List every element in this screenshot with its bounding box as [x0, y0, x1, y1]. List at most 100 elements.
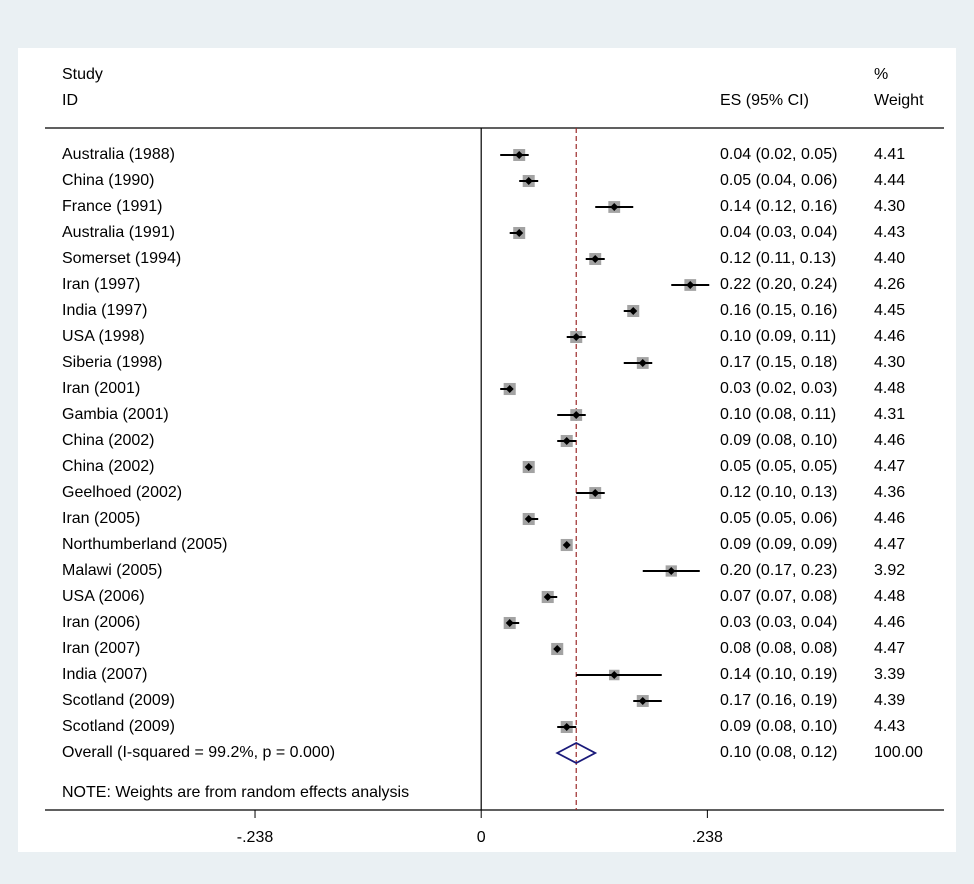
study-label: China (2002) [62, 432, 155, 449]
es-label: 0.03 (0.03, 0.04) [720, 614, 837, 631]
plot-panel [18, 48, 956, 852]
overall-label: Overall (I-squared = 99.2%, p = 0.000) [62, 744, 335, 761]
es-label: 0.08 (0.08, 0.08) [720, 640, 837, 657]
es-label: 0.05 (0.05, 0.05) [720, 458, 837, 475]
point-estimate [524, 463, 533, 471]
study-label: India (2007) [62, 666, 147, 683]
weight-label: 4.48 [874, 588, 905, 605]
weight-label: 4.47 [874, 536, 905, 553]
point-estimate [572, 411, 581, 419]
weight-label: 4.30 [874, 354, 905, 371]
es-label: 0.12 (0.11, 0.13) [720, 250, 836, 267]
weight-label: 4.44 [874, 172, 905, 189]
weight-label: 4.47 [874, 640, 905, 657]
es-label: 0.05 (0.04, 0.06) [720, 172, 837, 189]
point-estimate [562, 437, 571, 445]
study-label: USA (1998) [62, 328, 145, 345]
header-pct: % [874, 66, 888, 83]
weight-label: 4.30 [874, 198, 905, 215]
point-estimate [610, 203, 619, 211]
point-estimate [562, 723, 571, 731]
es-label: 0.20 (0.17, 0.23) [720, 562, 837, 579]
point-estimate [638, 359, 647, 367]
study-label: Iran (2007) [62, 640, 140, 657]
study-label: China (1990) [62, 172, 155, 189]
study-label: Iran (1997) [62, 276, 140, 293]
x-tick-label: .238 [692, 829, 723, 846]
weight-label: 4.46 [874, 328, 905, 345]
header-id: ID [62, 92, 78, 109]
point-estimate [610, 671, 619, 679]
es-label: 0.09 (0.08, 0.10) [720, 718, 837, 735]
point-estimate [524, 177, 533, 185]
es-label: 0.09 (0.09, 0.09) [720, 536, 837, 553]
weight-label: 4.43 [874, 224, 905, 241]
es-label: 0.16 (0.15, 0.16) [720, 302, 837, 319]
overall-diamond [555, 741, 598, 765]
study-label: Gambia (2001) [62, 406, 169, 423]
header-weight: Weight [874, 92, 924, 109]
study-label: Northumberland (2005) [62, 536, 227, 553]
study-label: Malawi (2005) [62, 562, 162, 579]
study-label: Geelhoed (2002) [62, 484, 182, 501]
es-label: 0.14 (0.10, 0.19) [720, 666, 837, 683]
study-label: China (2002) [62, 458, 155, 475]
note: NOTE: Weights are from random effects an… [62, 784, 409, 801]
weight-label: 4.41 [874, 146, 905, 163]
study-label: Scotland (2009) [62, 718, 175, 735]
weight-label: 4.47 [874, 458, 905, 475]
weight-label: 4.46 [874, 432, 905, 449]
point-estimate [591, 489, 600, 497]
es-label: 0.07 (0.07, 0.08) [720, 588, 837, 605]
x-tick-label: -.238 [237, 829, 274, 846]
weight-label: 3.92 [874, 562, 905, 579]
point-estimate [591, 255, 600, 263]
es-label: 0.14 (0.12, 0.16) [720, 198, 837, 215]
study-label: Iran (2005) [62, 510, 140, 527]
es-label: 0.17 (0.15, 0.18) [720, 354, 837, 371]
point-estimate [562, 541, 571, 549]
weight-label: 4.31 [874, 406, 905, 423]
study-label: France (1991) [62, 198, 163, 215]
weight-label: 4.45 [874, 302, 905, 319]
es-label: 0.04 (0.02, 0.05) [720, 146, 837, 163]
study-label: Somerset (1994) [62, 250, 181, 267]
es-label: 0.12 (0.10, 0.13) [720, 484, 837, 501]
point-estimate [515, 151, 524, 159]
weight-label: 4.26 [874, 276, 905, 293]
weight-label: 3.39 [874, 666, 905, 683]
es-label: 0.17 (0.16, 0.19) [720, 692, 837, 709]
weight-label: 4.46 [874, 510, 905, 527]
point-estimate [505, 385, 514, 393]
point-estimate [629, 307, 638, 315]
es-label: 0.03 (0.02, 0.03) [720, 380, 837, 397]
overall-weight-label: 100.00 [874, 744, 923, 761]
header-es: ES (95% CI) [720, 92, 809, 109]
point-estimate [553, 645, 562, 653]
point-estimate [505, 619, 514, 627]
point-estimate [524, 515, 533, 523]
weight-label: 4.48 [874, 380, 905, 397]
point-estimate [543, 593, 552, 601]
study-label: Iran (2001) [62, 380, 140, 397]
study-label: Australia (1988) [62, 146, 175, 163]
es-label: 0.22 (0.20, 0.24) [720, 276, 837, 293]
es-label: 0.09 (0.08, 0.10) [720, 432, 837, 449]
point-estimate [515, 229, 524, 237]
es-label: 0.05 (0.05, 0.06) [720, 510, 837, 527]
point-estimate [638, 697, 647, 705]
study-label: USA (2006) [62, 588, 145, 605]
weight-label: 4.43 [874, 718, 905, 735]
overall-es-label: 0.10 (0.08, 0.12) [720, 744, 837, 761]
header-study: Study [62, 66, 103, 83]
weight-label: 4.46 [874, 614, 905, 631]
weight-label: 4.36 [874, 484, 905, 501]
point-estimate [686, 281, 695, 289]
es-label: 0.10 (0.08, 0.11) [720, 406, 836, 423]
study-label: India (1997) [62, 302, 147, 319]
point-estimate [667, 567, 676, 575]
es-label: 0.04 (0.03, 0.04) [720, 224, 837, 241]
weight-label: 4.39 [874, 692, 905, 709]
x-tick-label: 0 [477, 829, 486, 846]
